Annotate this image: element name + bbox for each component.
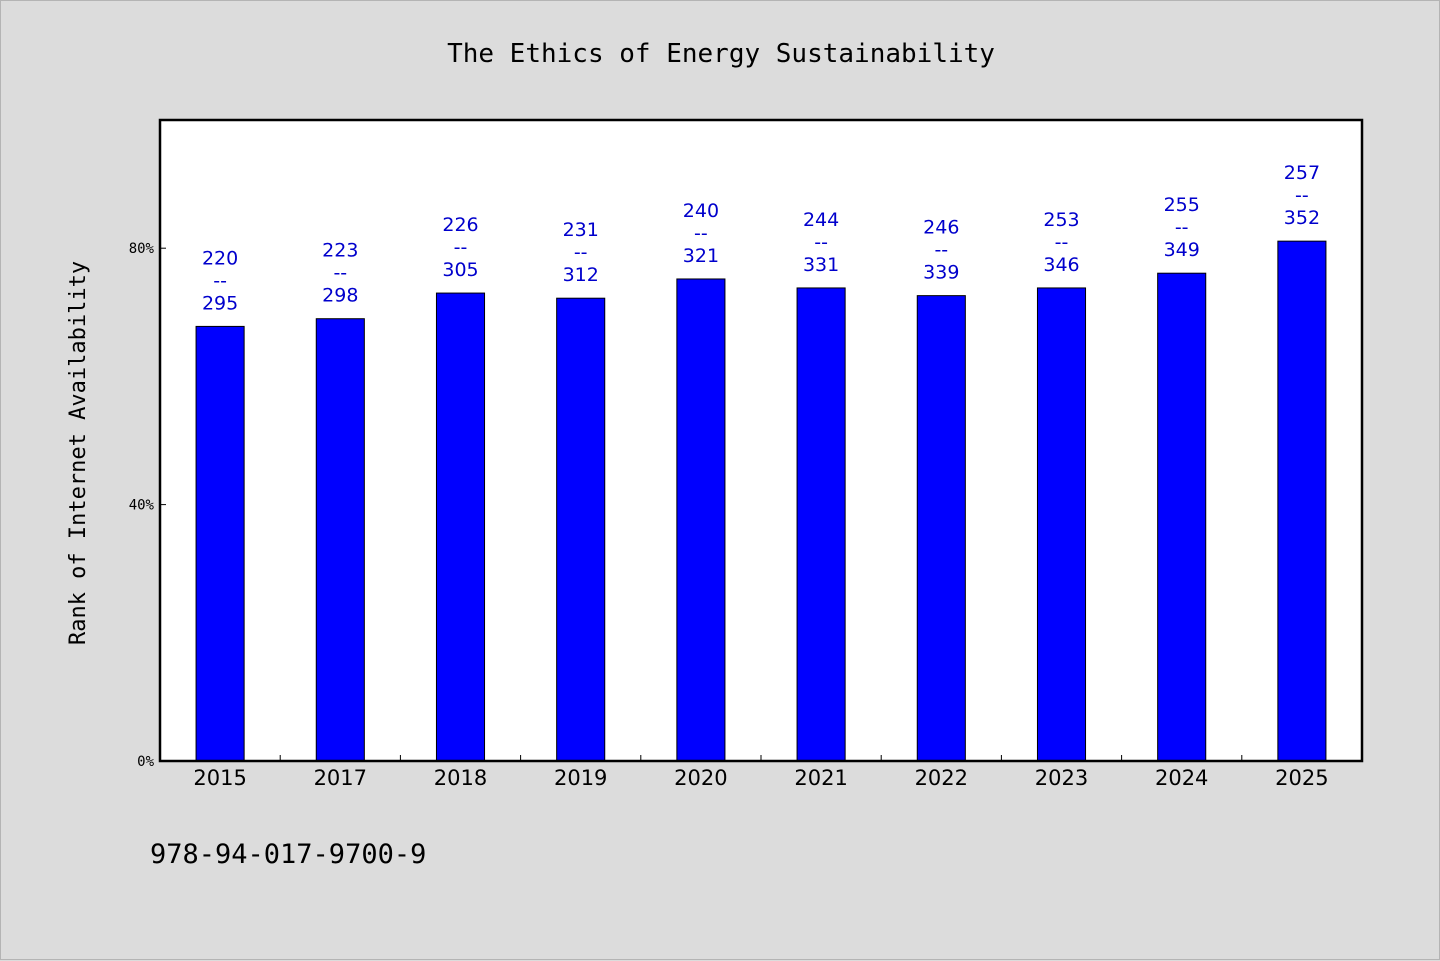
y-tick-label-40: 40% xyxy=(129,498,155,514)
x-tick-label-2023: 2023 xyxy=(1035,766,1088,790)
x-tick-label-2018: 2018 xyxy=(434,766,487,790)
bar-2022 xyxy=(916,295,966,762)
data-label-2020-line-2: 321 xyxy=(683,245,719,267)
data-label-2022-line-2: 339 xyxy=(923,262,959,284)
x-tick-label-2015: 2015 xyxy=(193,766,246,790)
x-tick-label-2020: 2020 xyxy=(674,766,727,790)
bar-2024 xyxy=(1157,272,1207,762)
data-label-2024-line-0: 255 xyxy=(1164,194,1200,216)
data-label-2019-line-1: -- xyxy=(574,242,588,264)
data-label-2022-line-0: 246 xyxy=(923,217,959,239)
bar-2015 xyxy=(195,325,245,762)
data-label-2023-line-1: -- xyxy=(1055,231,1069,253)
data-label-2018-line-0: 226 xyxy=(442,214,478,236)
data-label-2025-line-2: 352 xyxy=(1284,207,1320,229)
data-label-2017-line-2: 298 xyxy=(322,285,358,307)
data-label-2020-line-1: -- xyxy=(694,222,708,244)
data-label-2021-line-0: 244 xyxy=(803,209,839,231)
data-label-2015-line-0: 220 xyxy=(202,247,238,269)
data-label-2023-line-2: 346 xyxy=(1043,254,1079,276)
data-label-2018-line-2: 305 xyxy=(442,259,478,281)
chart-title: The Ethics of Energy Sustainability xyxy=(447,39,995,69)
y-axis-label: Rank of Internet Availability xyxy=(66,261,91,645)
y-axis-ticks: 0% 40% 80% xyxy=(129,241,166,770)
x-tick-label-2019: 2019 xyxy=(554,766,607,790)
x-tick-label-2025: 2025 xyxy=(1275,766,1328,790)
data-label-2021-line-1: -- xyxy=(814,231,828,253)
data-labels-group: 220--295223--298226--305231--312240--321… xyxy=(202,162,1320,314)
x-axis-ticks: 2015 2017 2018 2019 2020 2021 2022 2023 2024 2025 xyxy=(193,755,1329,790)
bar-2017 xyxy=(315,318,365,762)
bar-2020 xyxy=(676,278,726,762)
y-tick-label-0: 0% xyxy=(137,754,154,770)
y-tick-label-80: 80% xyxy=(129,241,155,257)
data-label-2017-line-1: -- xyxy=(333,262,347,284)
data-label-2019-line-2: 312 xyxy=(563,264,599,286)
data-label-2015-line-2: 295 xyxy=(202,292,238,314)
x-tick-label-2021: 2021 xyxy=(794,766,847,790)
data-label-2017-line-0: 223 xyxy=(322,240,358,262)
data-label-2018-line-1: -- xyxy=(454,237,468,259)
bar-2023 xyxy=(1036,287,1087,762)
data-label-2022-line-1: -- xyxy=(934,239,948,261)
data-label-2015-line-1: -- xyxy=(213,270,227,292)
x-tick-label-2024: 2024 xyxy=(1155,766,1208,790)
x-tick-label-2022: 2022 xyxy=(915,766,968,790)
x-tick-label-2017: 2017 xyxy=(314,766,367,790)
data-label-2023-line-0: 253 xyxy=(1043,209,1079,231)
bar-2019 xyxy=(556,297,606,762)
footer-isbn: 978-94-017-9700-9 xyxy=(150,839,426,870)
data-label-2021-line-2: 331 xyxy=(803,254,839,276)
bars-group xyxy=(195,240,1327,762)
data-label-2020-line-0: 240 xyxy=(683,200,719,222)
data-label-2024-line-2: 349 xyxy=(1164,239,1200,261)
data-label-2025-line-1: -- xyxy=(1295,185,1309,207)
plot-border xyxy=(158,118,1364,763)
data-label-2019-line-0: 231 xyxy=(563,219,599,241)
data-label-2025-line-0: 257 xyxy=(1284,162,1320,184)
data-label-2024-line-1: -- xyxy=(1175,217,1189,239)
bar-2018 xyxy=(435,292,486,762)
bar-2021 xyxy=(796,287,846,762)
bar-2025 xyxy=(1277,240,1327,762)
